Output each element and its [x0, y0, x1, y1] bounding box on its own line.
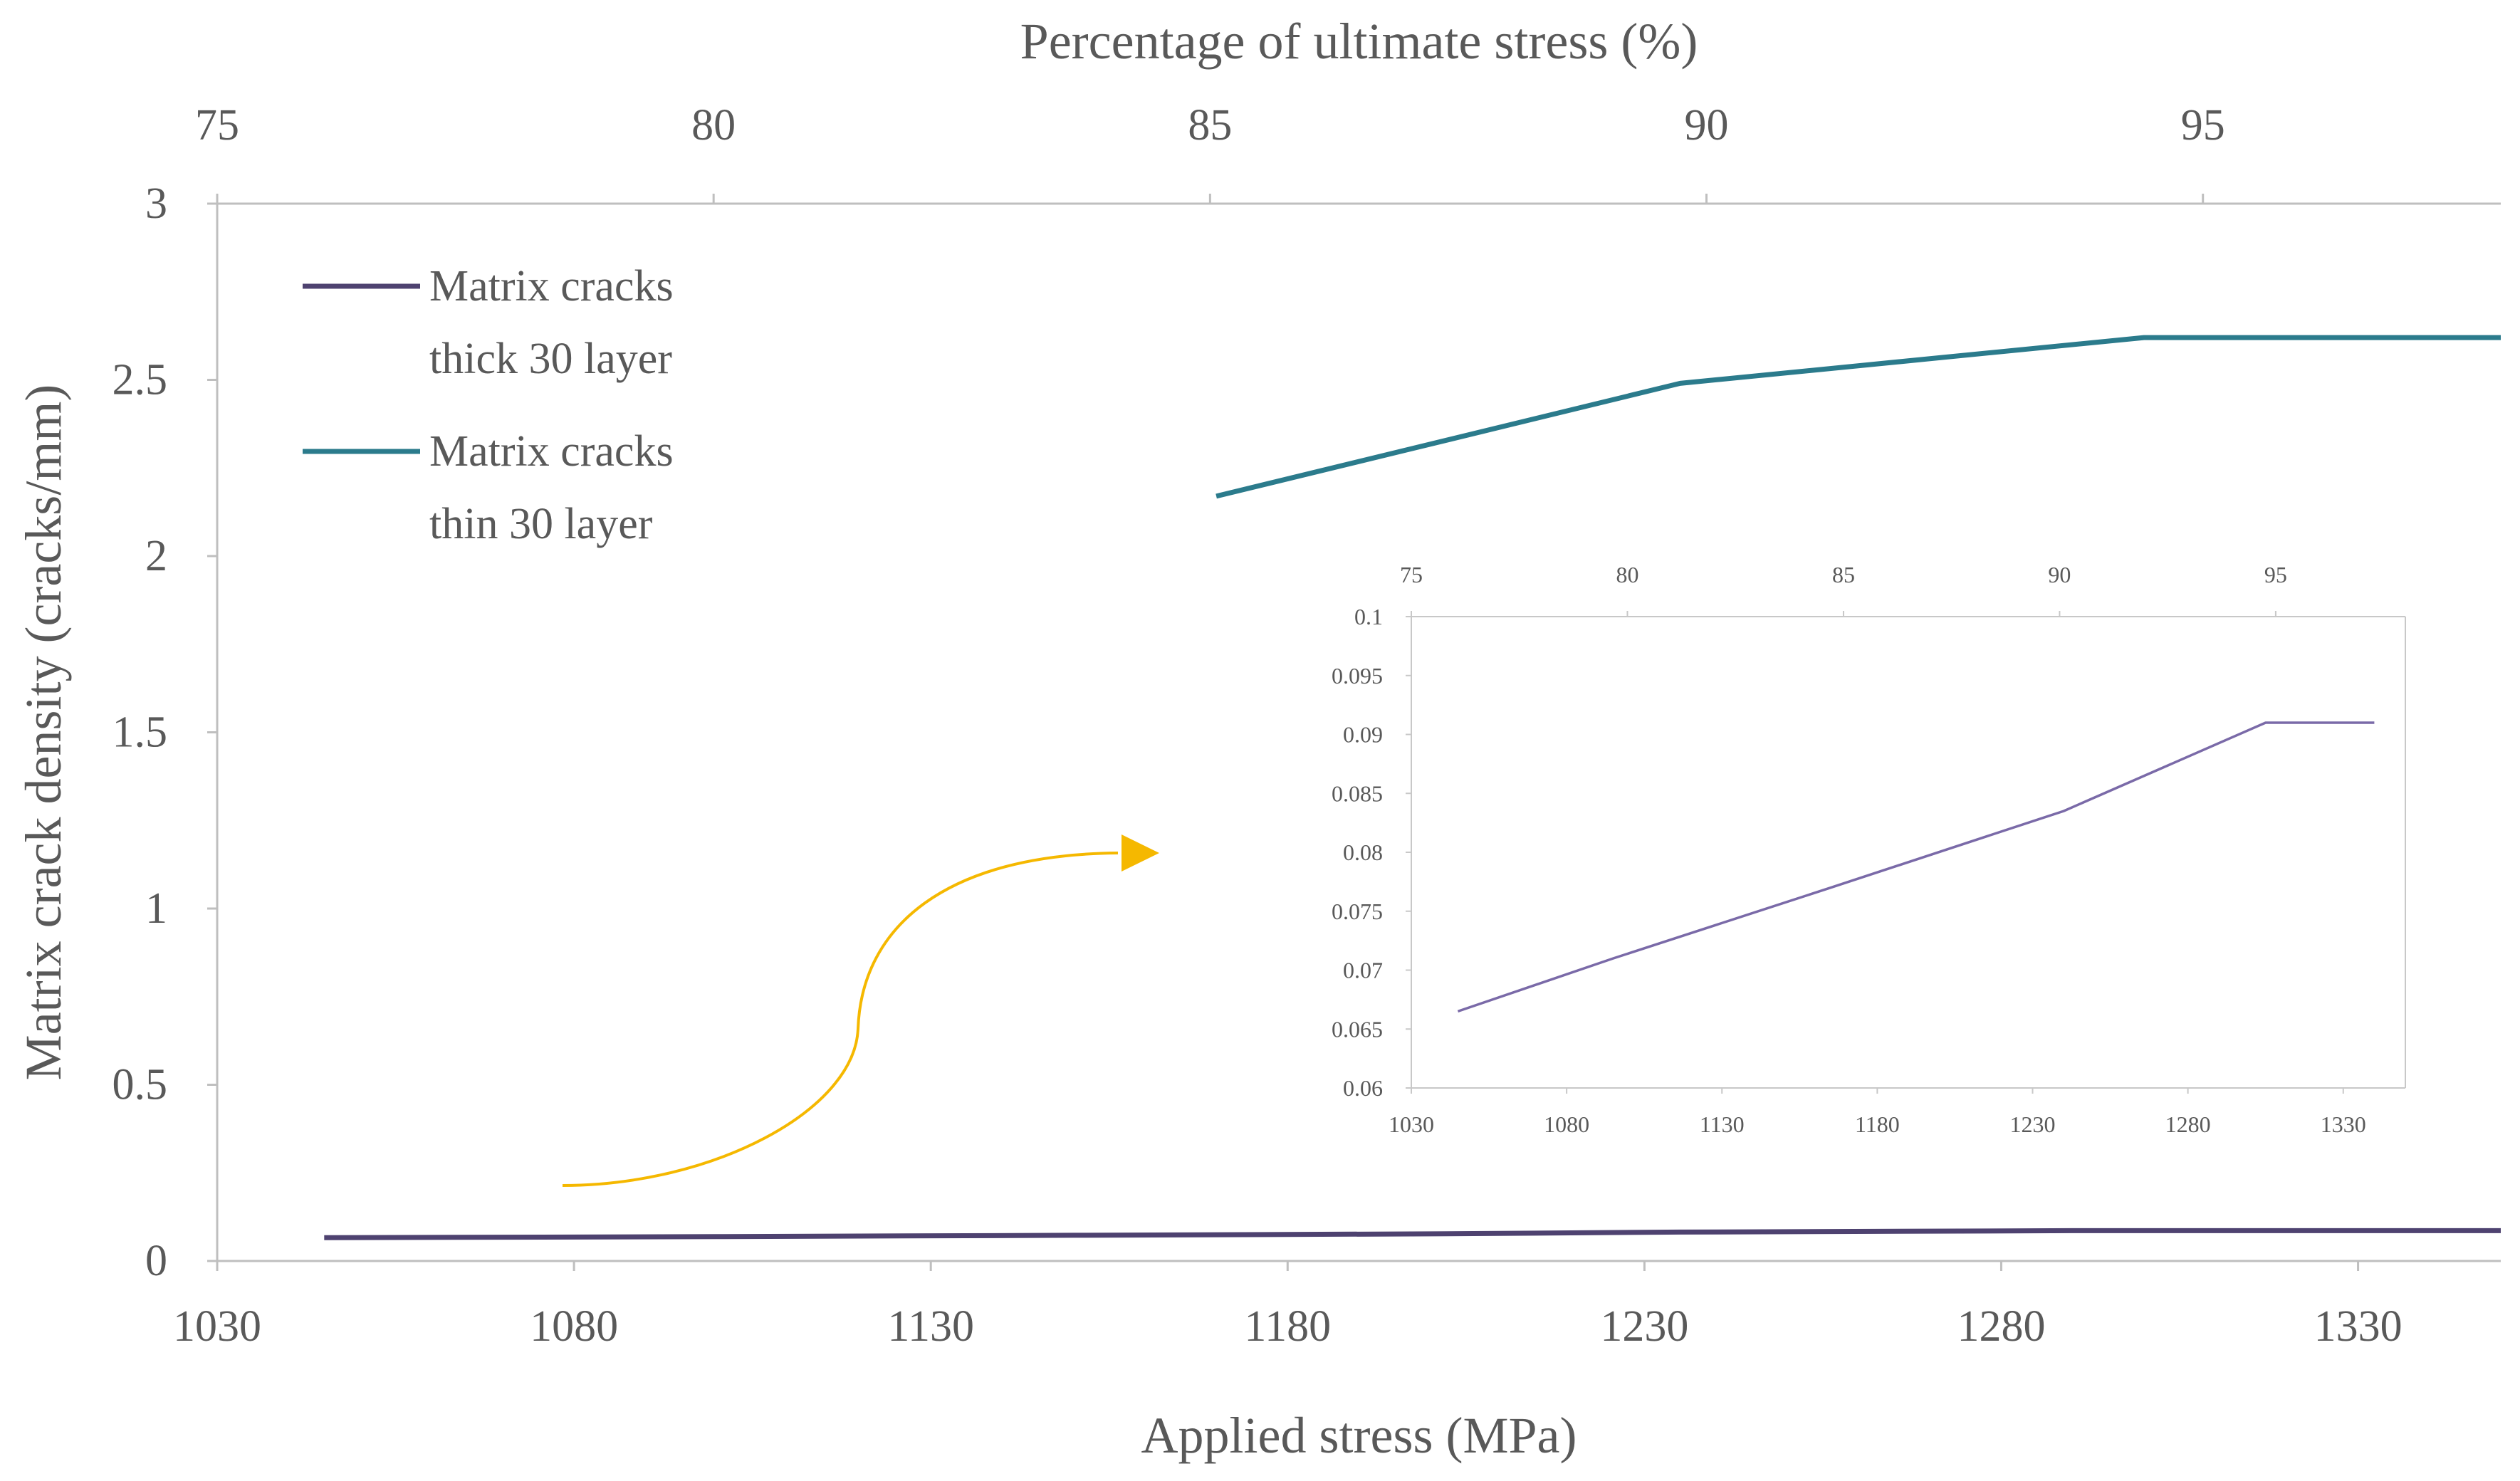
inset-x2-tick-label: 85: [1832, 562, 1855, 587]
inset-x-tick-label: 1080: [1544, 1111, 1589, 1137]
x-tick-label: 1030: [173, 1302, 261, 1351]
inset-y-tick-label: 0.085: [1332, 780, 1383, 806]
inset-background: [1411, 617, 2405, 1088]
y-axis-title: Matrix crack density (cracks/mm): [15, 384, 72, 1081]
main-plot: 0 0.5 1 1.5 2 2.5 3 1030 1080 1130 1180 1230 1280 133…: [15, 13, 2501, 1464]
legend: Matrix cracks thick 30 layer Matrix cracks…: [303, 262, 674, 548]
legend-label-line1: Matrix cracks: [429, 427, 674, 476]
x-tick-label: 1180: [1244, 1302, 1331, 1351]
inset-x-tick-label: 1180: [1855, 1111, 1900, 1137]
inset-x2-tick-label: 75: [1400, 562, 1423, 587]
inset-x-tick-label: 1330: [2321, 1111, 2366, 1137]
inset-y-tick-label: 0.09: [1343, 722, 1383, 748]
legend-label-line1: Matrix cracks: [429, 262, 674, 310]
inset-x-tick-label: 1230: [2010, 1111, 2056, 1137]
series-line-thick-30-layer: [324, 1228, 2501, 1240]
inset-series-line: [1457, 721, 2375, 1013]
x2-tick-label: 95: [2181, 101, 2225, 150]
callout-arrowhead: [1122, 834, 1159, 872]
inset-x-tick-label: 1030: [1389, 1111, 1434, 1137]
y-tick-label: 0: [145, 1237, 167, 1285]
inset-x2-tick-label: 95: [2264, 562, 2287, 587]
series-line-thin-30-layer: [1215, 335, 2501, 499]
inset-y-tick-label: 0.065: [1332, 1016, 1383, 1042]
inset-plot: 0.06 0.065 0.07 0.075 0.08 0.085 0.09 0.095 0.1 1…: [1332, 562, 2406, 1137]
y-tick-label: 0.5: [113, 1061, 168, 1109]
legend-label-line2: thin 30 layer: [429, 500, 653, 548]
x-tick-label: 1230: [1600, 1302, 1688, 1351]
y-tick-label: 3: [145, 179, 167, 228]
inset-x-tick-label: 1130: [1700, 1111, 1745, 1137]
inset-y-tick-label: 0.06: [1343, 1075, 1383, 1101]
inset-x-tick-label: 1280: [2165, 1111, 2211, 1137]
inset-y-tick-label: 0.07: [1343, 958, 1383, 983]
x2-tick-label: 90: [1685, 101, 1729, 150]
x2-tick-label: 80: [691, 101, 736, 150]
inset-x2-tick-label: 90: [2048, 562, 2071, 587]
x-tick-label: 1330: [2314, 1302, 2403, 1351]
callout-arrow: [562, 834, 1159, 1187]
x2-tick-label: 85: [1188, 101, 1232, 150]
y-tick-label: 1.5: [113, 708, 168, 757]
inset-y-tick-label: 0.08: [1343, 839, 1383, 865]
inset-y-tick-label: 0.1: [1354, 604, 1383, 629]
x-tick-label: 1080: [530, 1302, 618, 1351]
legend-label-line2: thick 30 layer: [429, 335, 672, 383]
x2-axis-title: Percentage of ultimate stress (%): [1020, 13, 1698, 70]
callout-arrow-curve: [562, 852, 1119, 1187]
inset-x2-tick-label: 80: [1616, 562, 1638, 587]
y-tick-label: 2.5: [113, 356, 168, 404]
x-tick-label: 1130: [887, 1302, 974, 1351]
y-tick-label: 1: [145, 884, 167, 933]
inset-y-tick-label: 0.075: [1332, 899, 1383, 924]
y-tick-label: 2: [145, 532, 167, 580]
inset-y-tick-label: 0.095: [1332, 663, 1383, 689]
x-axis-title: Applied stress (MPa): [1141, 1407, 1577, 1464]
x-tick-label: 1280: [1957, 1302, 2045, 1351]
x2-tick-label: 75: [195, 101, 239, 150]
